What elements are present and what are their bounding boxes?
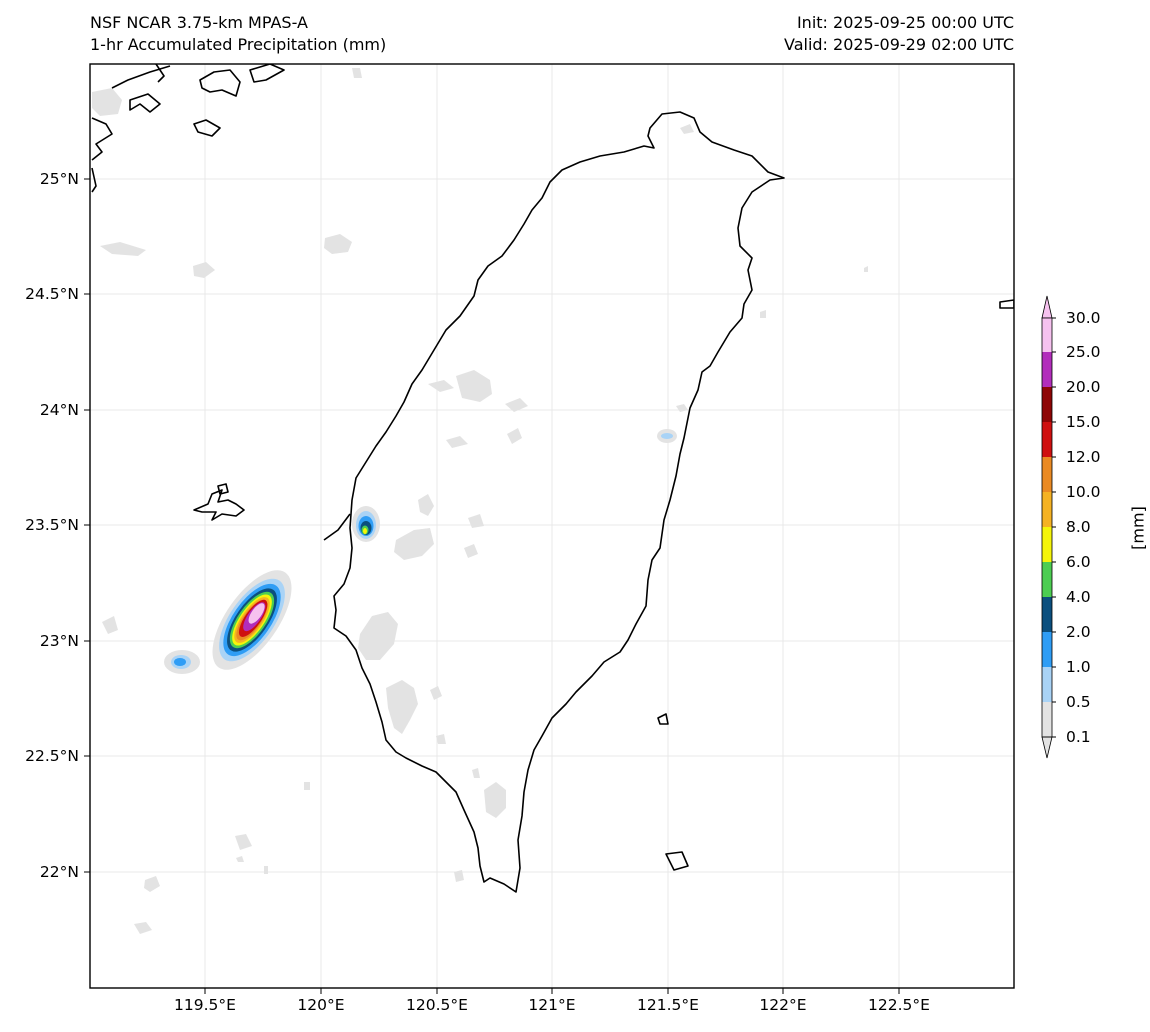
green-island <box>657 713 669 725</box>
colorbar-bin-10-12 <box>1042 457 1052 492</box>
lon-tick-label: 119.5°E <box>174 996 236 1014</box>
lon-tick-label: 121.5°E <box>637 996 699 1014</box>
lon-tick-label: 121°E <box>528 996 576 1014</box>
colorbar-level-label: 6.0 <box>1066 553 1091 571</box>
colorbar-bin-2-4 <box>1042 597 1052 632</box>
init-time: Init: 2025-09-25 00:00 UTC <box>796 13 1014 32</box>
axis-ticks <box>84 178 900 994</box>
lon-tick-label: 120.5°E <box>406 996 468 1014</box>
colorbar-level-label: 15.0 <box>1066 413 1101 431</box>
colorbar-bin-6-8 <box>1042 527 1052 562</box>
lat-tick-label: 24.5°N <box>25 285 79 303</box>
lat-tick-label: 25°N <box>39 170 79 188</box>
colorbar-bin-0.5-1 <box>1042 667 1052 702</box>
lat-tick-label: 23.5°N <box>25 516 79 534</box>
colorbar-bin-8-10 <box>1042 492 1052 527</box>
lat-tick-label: 22.5°N <box>25 747 79 765</box>
east-edge-island <box>999 299 1014 309</box>
colorbar-level-label: 10.0 <box>1066 483 1101 501</box>
colorbar <box>1041 295 1056 759</box>
lon-tick-label: 122.5°E <box>868 996 930 1014</box>
colorbar-level-label: 0.1 <box>1066 728 1091 746</box>
lat-tick-label: 23°N <box>39 632 79 650</box>
colorbar-level-label: 4.0 <box>1066 588 1091 606</box>
colorbar-bin-12-15 <box>1042 422 1052 457</box>
taiwan-coastline <box>333 111 785 893</box>
lat-tick-label: 22°N <box>39 863 79 881</box>
colorbar-level-label: 2.0 <box>1066 623 1091 641</box>
colorbar-level-label: 0.5 <box>1066 693 1091 711</box>
lat-tick-label: 24°N <box>39 401 79 419</box>
colorbar-level-label: 20.0 <box>1066 378 1101 396</box>
precip-cell-east-offshore <box>657 429 677 443</box>
colorbar-level-label: 12.0 <box>1066 448 1101 466</box>
lon-tick-label: 122°E <box>759 996 807 1014</box>
valid-time: Valid: 2025-09-29 02:00 UTC <box>783 35 1014 54</box>
colorbar-level-label: 1.0 <box>1066 658 1091 676</box>
colorbar-unit-label: [mm] <box>1128 506 1148 550</box>
mainland-coast <box>91 64 285 193</box>
model-title: NSF NCAR 3.75-km MPAS-A <box>90 13 308 32</box>
precip-cell-southwest-small <box>164 650 200 674</box>
colorbar-bin-20-25 <box>1042 352 1052 387</box>
colorbar-extend-max <box>1041 295 1053 319</box>
precip-cell-west-strong <box>212 570 292 670</box>
colorbar-extend-min <box>1041 736 1053 759</box>
coastlines <box>91 64 1014 893</box>
orchid-island <box>665 851 689 871</box>
colorbar-bin-25-30 <box>1042 318 1052 352</box>
colorbar-level-label: 25.0 <box>1066 343 1101 361</box>
field-title: 1-hr Accumulated Precipitation (mm) <box>90 35 387 54</box>
colorbar-bin-1-2 <box>1042 632 1052 667</box>
colorbar-level-label: 8.0 <box>1066 518 1091 536</box>
precip-cell-chiayi-coast <box>352 506 380 542</box>
colorbar-bin-15-20 <box>1042 387 1052 422</box>
colorbar-bin-4-6 <box>1042 562 1052 597</box>
colorbar-bin-0.1-0.5 <box>1042 702 1052 737</box>
colorbar-level-label: 30.0 <box>1066 309 1101 327</box>
chiayi-sandbar <box>323 513 351 541</box>
lon-tick-label: 120°E <box>297 996 345 1014</box>
penghu-coastline <box>193 483 245 521</box>
gridlines <box>90 64 1014 988</box>
light-precip-patches <box>92 68 868 934</box>
